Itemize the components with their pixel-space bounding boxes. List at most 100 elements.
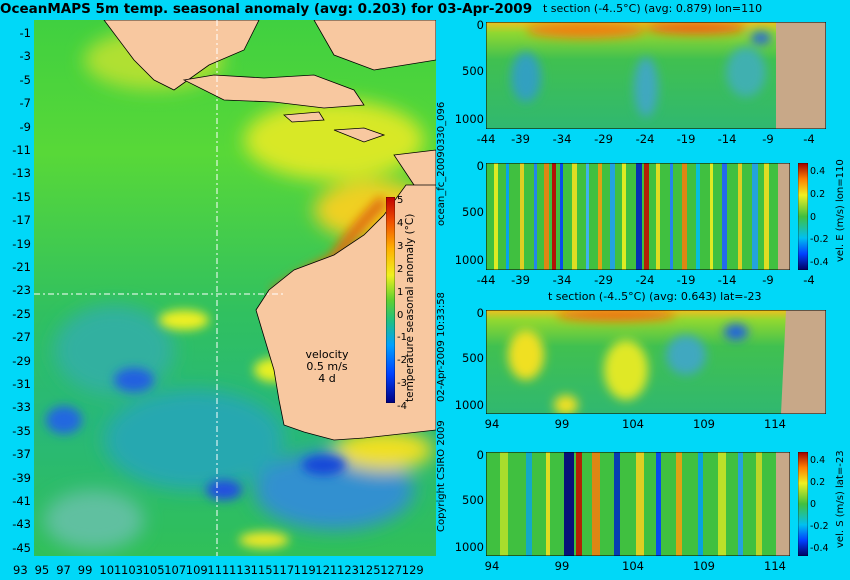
- section-x-tick: -24: [635, 132, 655, 146]
- temperature-colorbar-tick: -3: [397, 378, 407, 390]
- map-y-tick: -9: [19, 119, 31, 134]
- vel-colorbar-tick: 0.2: [810, 477, 826, 488]
- vel-colorbar-tick: 0: [810, 211, 817, 223]
- vel-s-colorbar: [798, 452, 808, 556]
- velocity-stripe: [610, 163, 615, 270]
- section-x-tick: 109: [693, 559, 715, 573]
- velocity-stripe: [676, 452, 682, 556]
- section-y-tick: 0: [476, 18, 484, 32]
- velocity-stripe: [636, 452, 644, 556]
- velocity-key-title: velocity: [305, 348, 349, 361]
- section-x-tick: -14: [717, 273, 737, 287]
- forecast-id-label: ocean_fc_20090330_096: [436, 101, 447, 226]
- vel-colorbar-tick: -0.4: [810, 543, 829, 554]
- map-y-tick: -1: [19, 26, 31, 40]
- section-x-tick: 104: [622, 417, 644, 431]
- vel-colorbar-tick: -0.2: [810, 234, 829, 246]
- velocity-stripe: [534, 163, 537, 270]
- velocity-stripe: [722, 163, 727, 270]
- velocity-stripe: [656, 163, 660, 270]
- vel-e-colorbar: [798, 163, 808, 270]
- temperature-colorbar-tick: 4: [397, 217, 404, 229]
- vel-colorbar-tick: -0.2: [810, 521, 829, 532]
- velocity-stripe: [710, 163, 713, 270]
- map-y-tick: -37: [12, 447, 31, 462]
- map-y-tick: -31: [12, 377, 31, 391]
- map-x-tick: 103: [121, 563, 143, 577]
- map-x-tick: 111: [207, 563, 230, 577]
- temperature-colorbar-tick: -1: [397, 332, 407, 344]
- map-y-tick: -17: [12, 213, 31, 228]
- map-x-tick: 97: [56, 563, 71, 577]
- map-y-tick: -21: [12, 260, 31, 274]
- velocity-stripe: [560, 163, 563, 270]
- map-y-tick: -45: [12, 540, 31, 555]
- velocity-stripe: [752, 163, 758, 270]
- section-y-tick: 500: [462, 64, 484, 79]
- section-x-tick: -19: [676, 273, 696, 287]
- section-y-tick: 1000: [454, 539, 484, 554]
- copyright-label: Copyright CSIRO 2009: [436, 420, 447, 532]
- section-y-tick: 500: [462, 350, 484, 365]
- map-y-tick: -3: [19, 49, 31, 64]
- section-x-tick: -34: [552, 273, 572, 287]
- velocity-stripe: [738, 163, 742, 270]
- map-x-tick: 127: [380, 563, 403, 577]
- map-x-tick: 93: [13, 563, 28, 577]
- velocity-stripe: [552, 163, 556, 270]
- velocity-stripe: [756, 452, 762, 556]
- section-x-tick: -4: [803, 132, 815, 146]
- map-y-tick: -15: [12, 189, 31, 204]
- velocity-stripe: [526, 452, 532, 556]
- velocity-stripe: [572, 163, 577, 270]
- section-x-tick: -44: [476, 273, 496, 287]
- map-x-tick: 109: [185, 563, 208, 577]
- velocity-stripe: [636, 163, 642, 270]
- vel-s-colorbar-label: vel. S (m/s) lat=-23: [835, 450, 846, 548]
- map-y-tick: -19: [12, 236, 31, 251]
- map-y-tick: -33: [12, 400, 31, 415]
- section-y-tick: 500: [462, 205, 484, 220]
- section-x-tick: -9: [762, 273, 774, 287]
- map-y-tick: -7: [19, 96, 31, 111]
- map-x-tick: 115: [250, 563, 273, 577]
- velocity-stripe: [698, 452, 703, 556]
- velocity-key-days: 4 d: [318, 372, 336, 385]
- map-y-tick: -29: [12, 353, 31, 368]
- map-x-tick: 95: [34, 563, 50, 577]
- velocity-stripe: [738, 452, 743, 556]
- temperature-colorbar-tick: 5: [397, 195, 404, 206]
- map-x-tick: 119: [293, 563, 316, 577]
- anomaly-map: [34, 20, 436, 556]
- section-x-tick: 99: [554, 417, 570, 431]
- map-y-tick: -13: [12, 166, 31, 181]
- map-y-tick: -25: [12, 306, 31, 321]
- section-x-tick: -14: [717, 132, 737, 146]
- map-x-tick: 117: [272, 563, 295, 577]
- velocity-stripe: [544, 163, 549, 270]
- temperature-colorbar-tick: -2: [397, 355, 407, 367]
- lat-vel-section: [486, 452, 790, 556]
- map-y-tick: -43: [12, 517, 31, 532]
- section-y-tick: 0: [476, 448, 484, 462]
- temperature-colorbar-tick: 3: [397, 240, 404, 252]
- map-x-tick: 123: [337, 563, 359, 577]
- section-x-tick: 109: [693, 417, 715, 431]
- section-x-tick: 94: [484, 417, 500, 431]
- temperature-colorbar: [386, 197, 395, 403]
- section-x-tick: -19: [676, 132, 696, 146]
- map-x-tick: 129: [401, 563, 424, 577]
- section-x-tick: 114: [764, 559, 786, 573]
- velocity-stripe: [546, 452, 550, 556]
- section-x-tick: -9: [762, 132, 774, 146]
- velocity-stripe: [718, 452, 726, 556]
- velocity-stripe: [644, 163, 649, 270]
- map-x-tick: 113: [229, 563, 251, 577]
- velocity-stripe: [586, 163, 589, 270]
- velocity-stripe: [696, 163, 700, 270]
- section-x-tick: -44: [476, 132, 496, 146]
- map-y-tick: -23: [12, 283, 31, 298]
- section-y-tick: 0: [476, 306, 484, 320]
- section-y-tick: 500: [462, 492, 484, 507]
- map-x-tick: 121: [315, 563, 338, 577]
